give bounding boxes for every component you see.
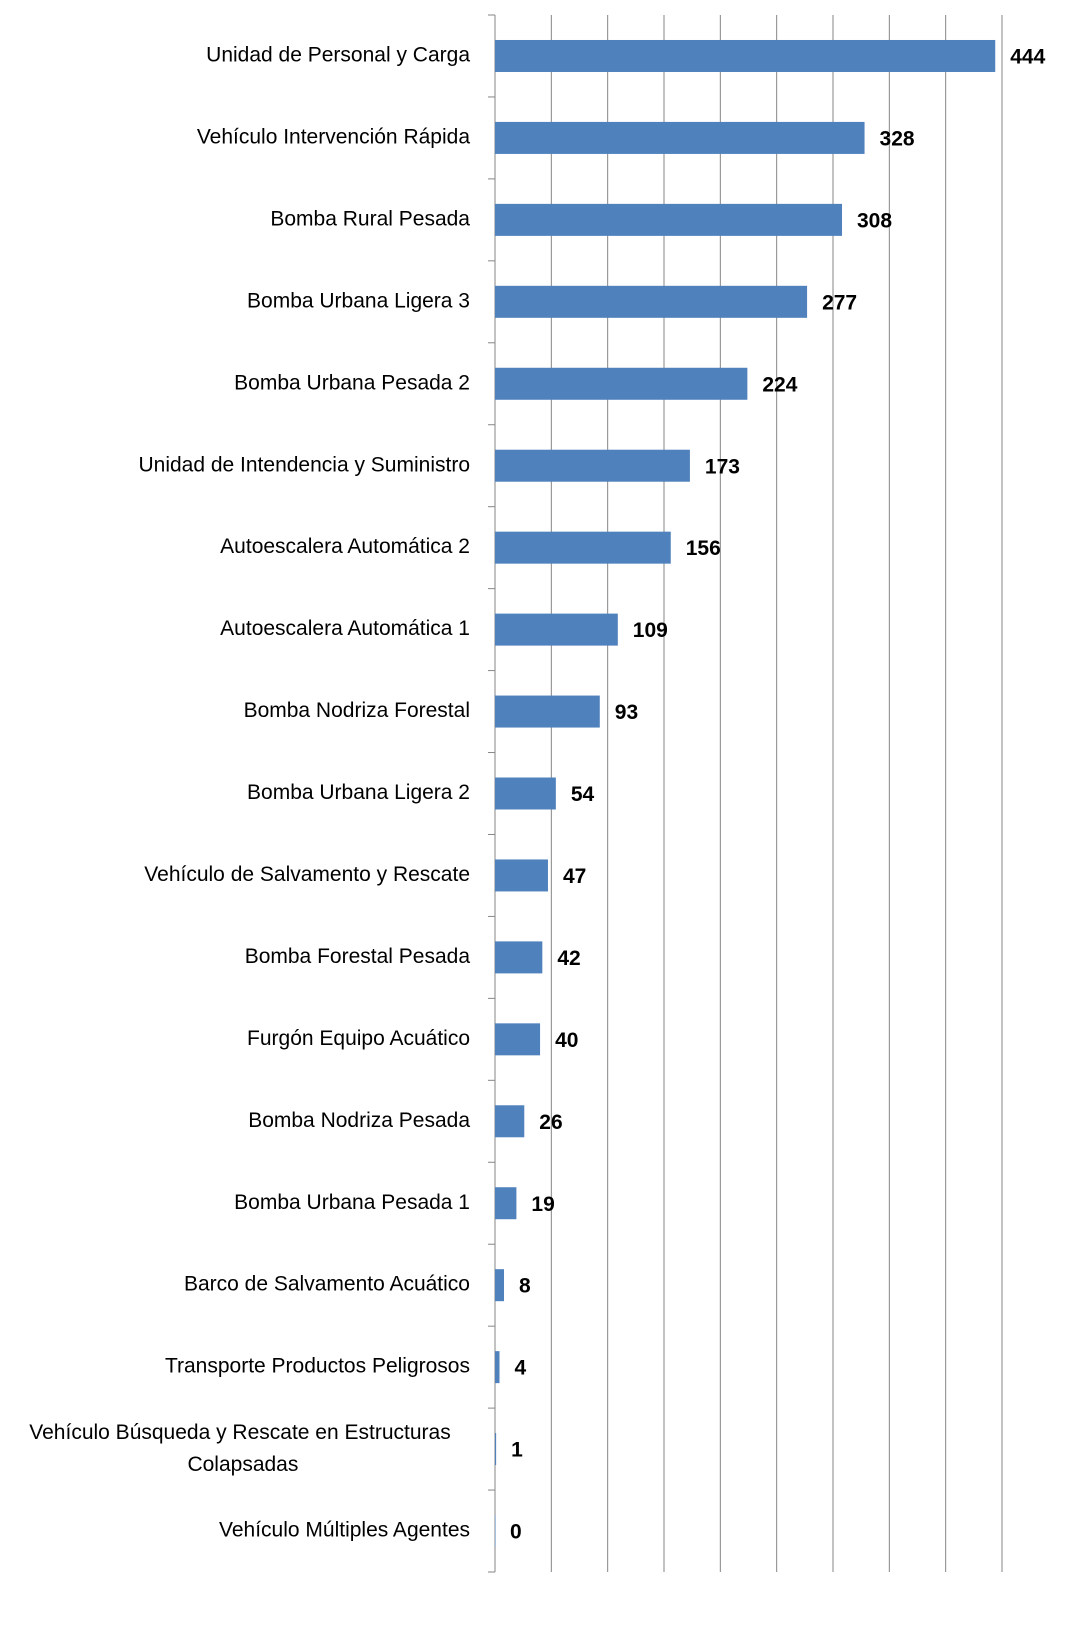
value-label: 224: [762, 373, 797, 396]
value-label: 0: [510, 1521, 522, 1544]
category-label: Unidad de Personal y Carga: [206, 44, 470, 67]
value-label: 42: [557, 947, 580, 970]
bar: [495, 121, 865, 154]
bar: [495, 941, 543, 974]
bar: [495, 1269, 505, 1302]
category-label: Transporte Productos Peligrosos: [165, 1355, 470, 1378]
value-label: 156: [686, 537, 721, 560]
value-label: 1: [511, 1439, 523, 1462]
value-label: 308: [857, 209, 892, 232]
value-label: 47: [563, 865, 586, 888]
category-label: Bomba Rural Pesada: [270, 207, 470, 230]
bar: [495, 367, 748, 400]
category-label: Bomba Urbana Ligera 3: [247, 289, 470, 312]
bar: [495, 613, 618, 646]
bar: [495, 39, 996, 72]
value-label: 109: [633, 619, 668, 642]
category-label: Autoescalera Automática 2: [220, 535, 470, 558]
category-label: Bomba Urbana Ligera 2: [247, 781, 470, 804]
bar: [495, 695, 600, 728]
bar: [495, 531, 671, 564]
bar: [495, 1187, 517, 1220]
value-label: 444: [1010, 46, 1045, 69]
category-label: Vehículo Búsqueda y Rescate en Estructur…: [29, 1421, 450, 1476]
category-label: Unidad de Intendencia y Suministro: [138, 453, 470, 476]
category-label: Vehículo de Salvamento y Rescate: [144, 863, 470, 886]
bar: [495, 1105, 525, 1138]
value-label: 173: [705, 455, 740, 478]
bar: [495, 1433, 497, 1466]
category-label: Autoescalera Automática 1: [220, 617, 470, 640]
category-label: Bomba Nodriza Forestal: [244, 699, 470, 722]
bar: [495, 1351, 500, 1384]
value-label: 328: [880, 127, 915, 150]
bar: [495, 1515, 496, 1548]
value-label: 54: [571, 783, 595, 806]
value-label: 26: [539, 1111, 562, 1134]
category-label: Bomba Urbana Pesada 2: [234, 371, 470, 394]
bar: [495, 203, 843, 236]
bar: [495, 777, 556, 810]
category-label: Bomba Forestal Pesada: [245, 945, 471, 968]
category-label: Vehículo Múltiples Agentes: [219, 1519, 470, 1542]
value-label: 8: [519, 1275, 531, 1298]
category-label: Furgón Equipo Acuático: [247, 1027, 470, 1050]
category-label: Bomba Nodriza Pesada: [248, 1109, 470, 1132]
bar: [495, 449, 690, 482]
bar: [495, 859, 548, 892]
bar: [495, 285, 808, 318]
category-label: Bomba Urbana Pesada 1: [234, 1191, 470, 1214]
value-label: 19: [531, 1193, 554, 1216]
category-label: Barco de Salvamento Acuático: [184, 1273, 470, 1296]
value-label: 40: [555, 1029, 578, 1052]
bar: [495, 1023, 541, 1056]
value-label: 93: [615, 701, 638, 724]
value-label: 277: [822, 291, 857, 314]
value-label: 4: [515, 1357, 527, 1380]
category-label: Vehículo Intervención Rápida: [197, 125, 471, 148]
